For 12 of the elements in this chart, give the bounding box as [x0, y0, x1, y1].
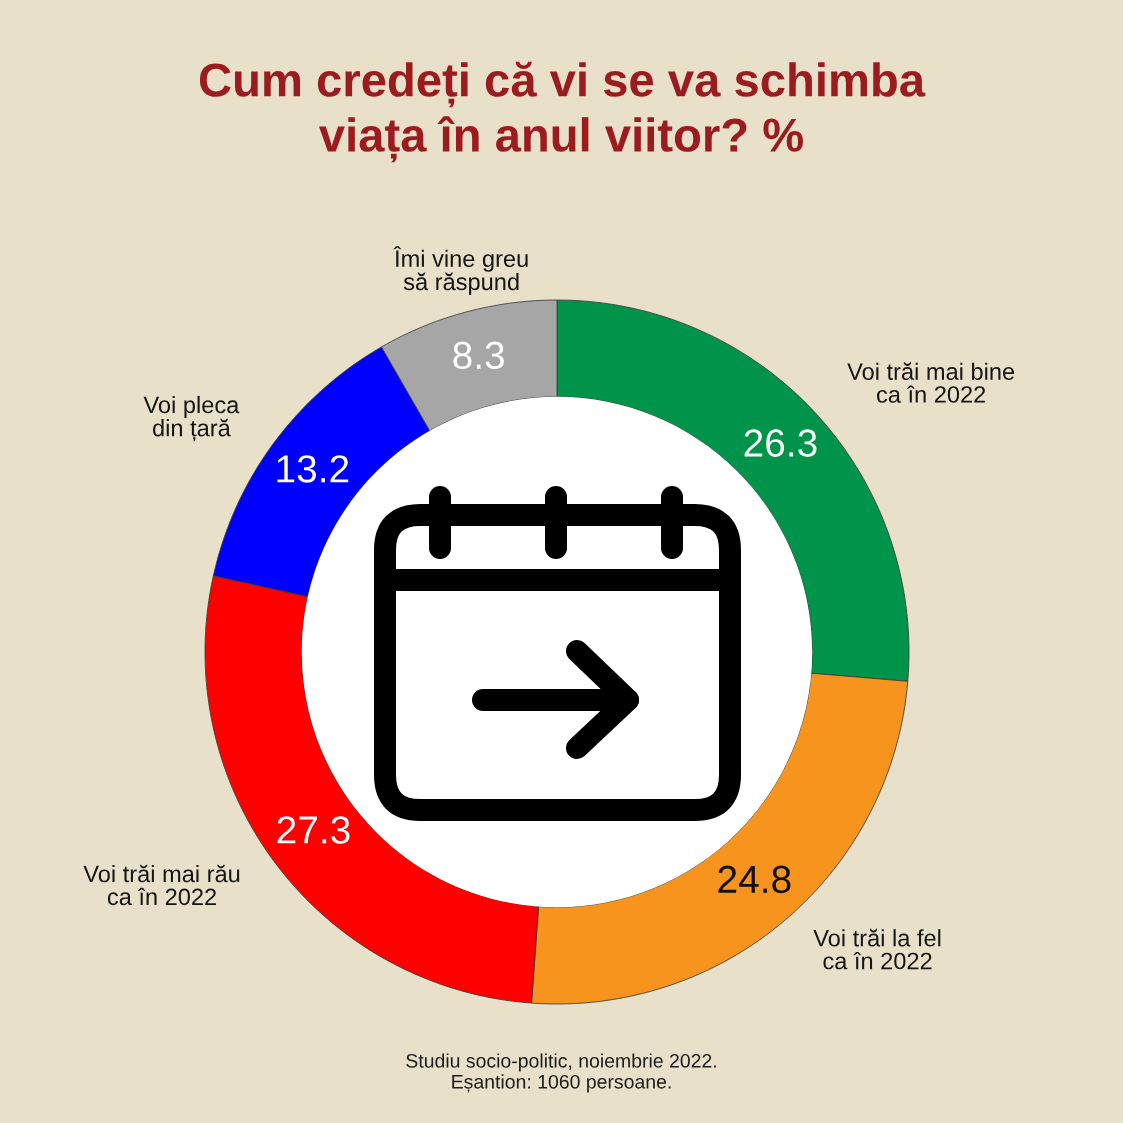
slice-label: Voi trăi mai rău ca în 2022	[83, 864, 240, 906]
data-label: 26.3	[744, 429, 817, 457]
data-label: 27.3	[277, 816, 350, 844]
slice-label: Voi pleca din țară	[143, 395, 240, 442]
chart-title: Cum credeți că vi se va schimba viața în anul viitor? %	[199, 61, 926, 163]
data-label: 24.8	[718, 865, 791, 894]
slice-label: Voi trăi mai bine ca în 2022	[847, 362, 1015, 403]
data-label: 8.3	[453, 341, 504, 370]
slice-label: Voi trăi la fel ca în 2022	[813, 928, 941, 970]
text: Studiu socio-politic, noiembrie 2022. Eșantion: 1060 persoane.	[406, 1053, 716, 1093]
slice-label: Îmi vine greu să răspund	[393, 246, 528, 295]
data-label: 13.2	[277, 455, 349, 483]
